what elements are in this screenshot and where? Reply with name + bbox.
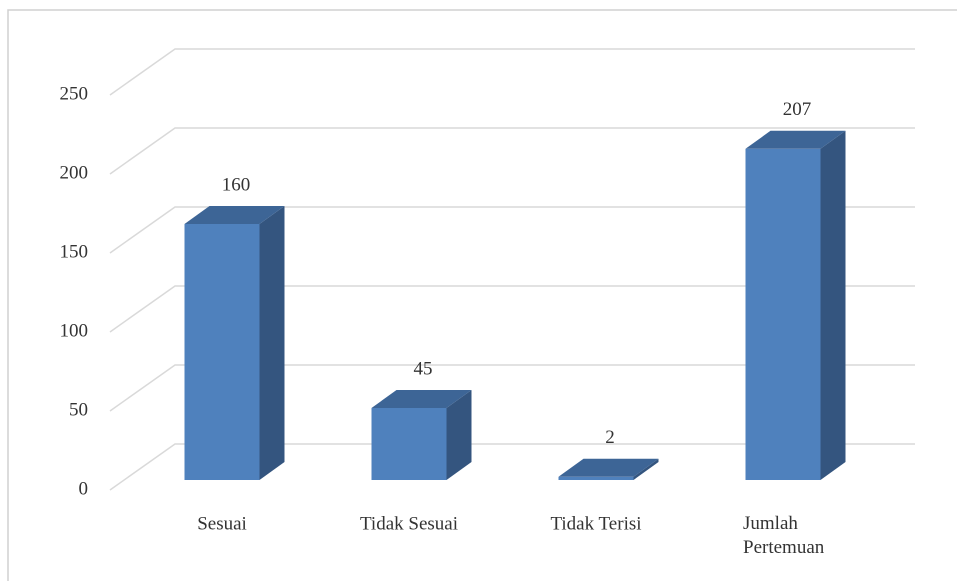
y-tick-label: 100 — [60, 320, 89, 341]
grid-line — [109, 206, 915, 254]
grid-line — [109, 364, 915, 412]
y-tick-label: 0 — [79, 478, 89, 499]
grid-line — [109, 285, 915, 333]
data-label: 207 — [783, 99, 812, 120]
grid-line — [109, 127, 915, 175]
bar-top — [558, 458, 659, 477]
bar-side — [446, 390, 472, 480]
bar-side — [633, 458, 659, 480]
bar-side — [259, 206, 285, 480]
bar-side — [820, 130, 846, 481]
y-tick-label: 200 — [60, 162, 89, 183]
bar-front — [184, 224, 260, 480]
bar-top — [371, 390, 472, 408]
grid-line — [109, 48, 915, 96]
bar — [371, 390, 472, 480]
data-label: 160 — [222, 174, 251, 195]
bar-front — [745, 148, 821, 481]
bar — [745, 130, 846, 481]
x-tick-label: Jumlah Pertemuan — [743, 513, 825, 558]
bar-front — [558, 476, 634, 480]
bar-front — [371, 408, 447, 480]
x-tick-label: Sesuai — [197, 513, 247, 534]
y-tick-label: 50 — [69, 399, 88, 420]
x-tick-label: Tidak Terisi — [550, 513, 641, 534]
bar — [558, 458, 659, 480]
grid-line — [109, 443, 915, 491]
y-tick-label: 150 — [60, 241, 89, 262]
chart-frame — [7, 9, 957, 581]
bar-top — [745, 130, 846, 149]
y-tick-label: 250 — [60, 83, 89, 104]
bar-top — [184, 206, 285, 224]
data-label: 45 — [414, 358, 433, 379]
bar — [184, 206, 285, 480]
data-label: 2 — [605, 427, 615, 448]
x-tick-label: Tidak Sesuai — [360, 513, 458, 534]
